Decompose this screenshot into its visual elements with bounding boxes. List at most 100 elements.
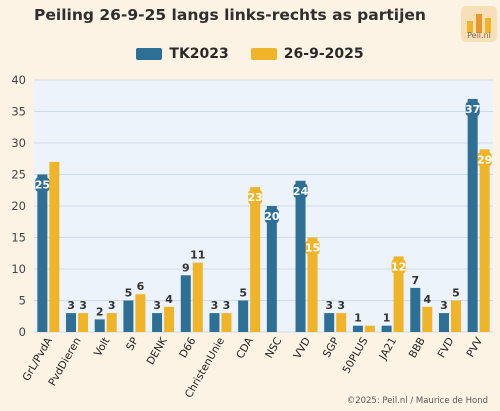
chart-title: Peiling 26-9-25 langs links-rechts as pa…: [34, 6, 426, 24]
data-label-tk2023-6: 3: [211, 299, 219, 312]
bar-tk2023-pvddieren: [66, 313, 77, 332]
data-label-poll-14: 5: [452, 287, 460, 300]
bar-tk2023-denk: [152, 313, 163, 332]
data-label-poll-7: 23: [248, 191, 263, 204]
x-tick-label-volt: Volt: [92, 336, 112, 359]
data-label-tk2023-2: 2: [96, 305, 104, 318]
logo-label: Peil.nl: [467, 31, 491, 40]
data-label-bg-0-15: [465, 101, 480, 116]
data-label-tk2023-13: 7: [411, 274, 419, 287]
x-tick-label-50plus: 50PLUS: [340, 335, 370, 375]
data-label-tk2023-12: 1: [383, 312, 391, 325]
y-tick-label-35: 35: [11, 105, 26, 119]
data-label-bg-1-7: [248, 190, 263, 205]
legend-swatch-tk2023: [136, 48, 163, 60]
bar-poll-vvd: [307, 237, 318, 332]
data-label-poll-12: 12: [391, 260, 406, 273]
x-tick-label-sgp: SGP: [321, 336, 342, 360]
data-label-poll-6: 3: [223, 299, 231, 312]
x-tick-label-bbb: BBB: [407, 336, 428, 361]
data-label-tk2023-0: 25: [35, 179, 50, 192]
x-tick-label-ja21: JA21: [377, 336, 400, 363]
data-label-tk2023-9: 24: [293, 185, 309, 198]
y-tick-label-40: 40: [11, 73, 26, 87]
data-label-poll-3: 6: [137, 280, 145, 293]
data-label-bg-0-8: [264, 209, 279, 223]
peil-logo-icon: [461, 6, 497, 42]
data-label-tk2023-11: 1: [354, 312, 362, 325]
bar-tk2023-volt: [94, 319, 105, 332]
bar-poll-pvv: [479, 149, 490, 332]
data-label-poll-9: 15: [305, 242, 320, 255]
data-label-tk2023-10: 3: [325, 299, 333, 312]
bar-poll-d66: [192, 262, 203, 332]
y-tick-label-25: 25: [11, 168, 26, 182]
data-label-tk2023-1: 3: [67, 299, 75, 312]
data-label-bg-1-12: [391, 259, 406, 274]
legend-label-poll: 26-9-2025: [283, 46, 364, 62]
bar-poll-sgp: [336, 313, 347, 332]
data-label-tk2023-4: 3: [153, 299, 161, 312]
data-label-tk2023-3: 5: [125, 287, 133, 300]
copyright-footer: ©2025: Peil.nl / Maurice de Hond: [346, 396, 488, 406]
data-label-poll-1: 3: [79, 299, 87, 312]
x-tick-label-sp: SP: [124, 336, 141, 353]
bar-tk2023-vvd: [295, 180, 306, 332]
bar-poll-fvd: [450, 300, 461, 332]
x-tick-label-fvd: FVD: [436, 336, 457, 360]
data-label-bg-1-15: [477, 152, 492, 167]
x-tick-label-nsc: NSC: [263, 336, 284, 361]
data-label-tk2023-5: 9: [182, 261, 190, 274]
bar-poll-bbb: [422, 306, 433, 332]
bar-tk2023-sgp: [324, 313, 335, 332]
data-label-poll-5: 11: [190, 249, 205, 262]
bar-poll-volt: [106, 313, 117, 332]
data-label-tk2023-15: 37: [465, 103, 480, 116]
data-label-tk2023-14: 3: [440, 299, 448, 312]
bar-tk2023-ja21: [381, 325, 392, 332]
x-tick-label-cda: CDA: [234, 335, 256, 361]
bar-tk2023-bbb: [410, 287, 421, 332]
bar-poll-50plus: [364, 325, 375, 332]
bar-tk2023-christenunie: [209, 313, 220, 332]
bar-poll-christenunie: [221, 313, 232, 332]
legend-item-poll: 26-9-2025: [250, 46, 364, 62]
y-tick-label-5: 5: [19, 294, 26, 308]
data-label-tk2023-7: 5: [239, 287, 247, 300]
data-label-poll-10: 3: [337, 299, 345, 312]
data-label-poll-4: 4: [165, 293, 173, 306]
data-label-bg-0-9: [293, 183, 308, 198]
y-tick-label-0: 0: [19, 325, 26, 339]
data-label-bg-0-0: [35, 177, 50, 192]
legend-label-tk2023: TK2023: [169, 46, 229, 62]
x-tick-label-pvv: PVV: [465, 335, 486, 360]
legend-swatch-poll: [250, 48, 277, 60]
bar-tk2023-d66: [180, 275, 191, 332]
chart-legend: TK2023 26-9-2025: [0, 46, 500, 62]
data-label-poll-15: 29: [477, 153, 492, 166]
bar-poll-sp: [135, 294, 146, 332]
y-tick-label-15: 15: [11, 231, 26, 245]
bar-poll-pvddieren: [78, 313, 89, 332]
y-tick-label-10: 10: [11, 262, 26, 276]
bar-tk2023-pvv: [467, 98, 478, 333]
x-tick-label-vvd: VVD: [292, 336, 314, 361]
data-label-poll-2: 3: [108, 299, 116, 312]
data-label-bg-1-9: [305, 240, 320, 255]
bar-tk2023-fvd: [438, 313, 449, 332]
bar-poll-grlpvda: [49, 161, 60, 332]
bar-poll-ja21: [393, 256, 404, 332]
x-tick-label-denk: DENK: [145, 335, 171, 367]
bar-tk2023-nsc: [266, 206, 277, 332]
bar-tk2023-cda: [238, 300, 249, 332]
bar-poll-denk: [164, 306, 175, 332]
bar-poll-cda: [250, 187, 261, 332]
bar-tk2023-50plus: [352, 325, 363, 332]
data-label-poll-13: 4: [423, 293, 431, 306]
y-tick-label-30: 30: [11, 136, 26, 150]
bar-tk2023-grlpvda: [37, 174, 48, 332]
bar-tk2023-sp: [123, 300, 134, 332]
x-tick-label-d66: D66: [177, 335, 198, 360]
data-label-tk2023-8: 20: [264, 210, 280, 223]
